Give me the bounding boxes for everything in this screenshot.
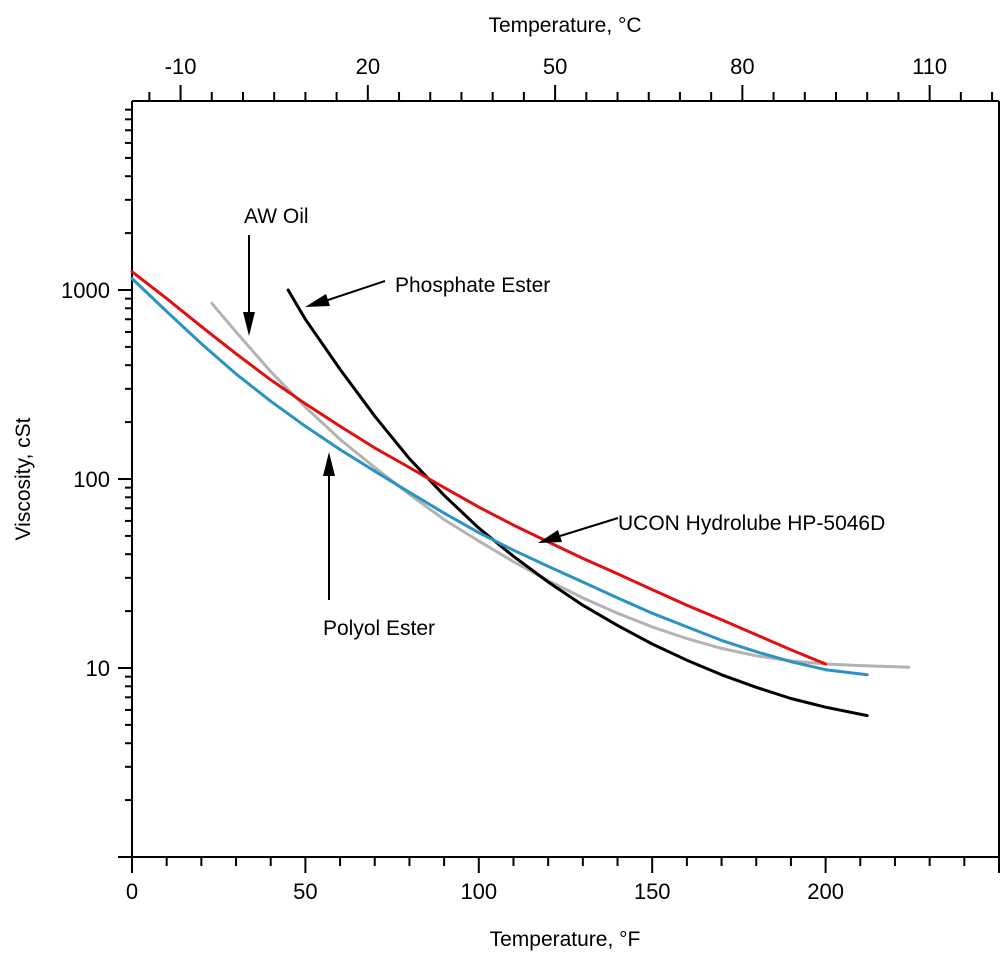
x-tick-label: 50 xyxy=(293,879,317,904)
annotation-polyol-ester: Polyol Ester xyxy=(323,617,435,640)
series-line-aw-oil xyxy=(210,301,911,669)
x2-tick-label: 50 xyxy=(543,54,567,79)
x-axis-title: Temperature, °F xyxy=(490,928,641,951)
y-tick-label: 1000 xyxy=(61,278,110,303)
annotation-phosphate-ester: Phosphate Ester xyxy=(395,274,550,297)
x2-tick-label: 80 xyxy=(730,54,754,79)
arrow-phosphate-ester xyxy=(305,280,386,307)
series-line-polyol-ester xyxy=(130,277,869,677)
x-tick-label: 200 xyxy=(807,879,844,904)
x-tick-label: 100 xyxy=(460,879,497,904)
y-axis-title: Viscosity, cSt xyxy=(12,417,35,540)
y-tick-label: 10 xyxy=(86,656,110,681)
x2-tick-label: -10 xyxy=(165,54,197,79)
annotation-ucon-hydrolube: UCON Hydrolube HP-5046D xyxy=(618,512,885,535)
arrow-aw-oil xyxy=(243,235,255,336)
arrow-ucon-hydrolube xyxy=(538,517,619,543)
arrow-polyol-ester xyxy=(323,452,335,600)
x-tick-label: 150 xyxy=(634,879,671,904)
x-tick-label: 0 xyxy=(126,879,138,904)
annotation-aw-oil: AW Oil xyxy=(244,205,309,228)
x2-tick-label: 110 xyxy=(912,54,947,79)
x2-axis-title: Temperature, °C xyxy=(488,14,641,37)
series-line-phosphate-ester xyxy=(286,288,869,718)
x2-tick-label: 20 xyxy=(356,54,380,79)
y-tick-label: 100 xyxy=(73,467,110,492)
series-line-ucon-hydrolube-hp-5046d xyxy=(130,270,828,666)
